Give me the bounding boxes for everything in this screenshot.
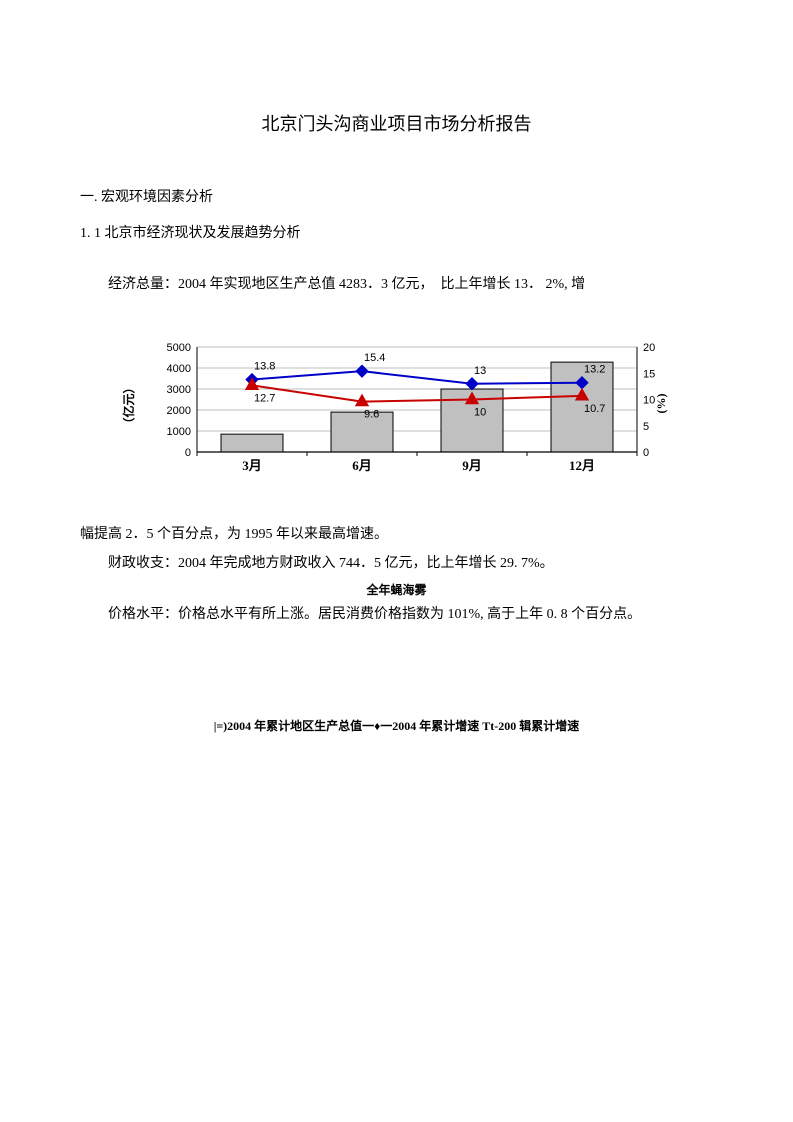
svg-text:5: 5 (643, 421, 649, 433)
svg-text:6月: 6月 (352, 458, 372, 473)
svg-text:3000: 3000 (166, 384, 190, 396)
subsection-heading-1-1: 1. 1 北京市经济现状及发展趋势分析 (80, 222, 713, 242)
small-inline-title: 全年蝇海雾 (80, 581, 713, 598)
gdp-chart: 0 1000 2000 3000 4000 5000 0 5 10 15 20 3月 6月 9月 12月 （亿… (117, 337, 677, 492)
paragraph-price-level: 价格水平：价格总水平有所上涨。居民消费价格指数为 101%, 高于上年 0. 8… (80, 602, 713, 627)
svg-text:10.7: 10.7 (584, 403, 605, 415)
svg-text:13.8: 13.8 (254, 361, 275, 373)
svg-text:15.4: 15.4 (364, 352, 385, 364)
svg-text:4000: 4000 (166, 363, 190, 375)
svg-text:15: 15 (643, 368, 655, 380)
svg-text:12.7: 12.7 (254, 393, 275, 405)
paragraph-fiscal: 财政收支：2004 年完成地方财政收入 744．5 亿元，比上年增长 29. 7… (80, 551, 713, 576)
document-title: 北京门头沟商业项目市场分析报告 (80, 110, 713, 136)
gdp-chart-svg: 0 1000 2000 3000 4000 5000 0 5 10 15 20 3月 6月 9月 12月 （亿… (117, 337, 677, 492)
section-heading-1: 一. 宏观环境因素分析 (80, 186, 713, 206)
svg-text:0: 0 (643, 447, 649, 459)
svg-text:1000: 1000 (166, 426, 190, 438)
paragraph-economy-total: 经济总量：2004 年实现地区生产总值 4283．3 亿元， 比上年增长 13．… (80, 272, 713, 297)
svg-text:9.6: 9.6 (364, 409, 379, 421)
svg-text:13: 13 (474, 365, 486, 377)
svg-text:5000: 5000 (166, 342, 190, 354)
svg-text:9月: 9月 (462, 458, 482, 473)
svg-text:13.2: 13.2 (584, 364, 605, 376)
paragraph-growth-rate: 幅提高 2．5 个百分点，为 1995 年以来最高增速。 (80, 522, 713, 547)
svg-text:10: 10 (474, 407, 486, 419)
svg-text:12月: 12月 (568, 458, 594, 473)
svg-text:0: 0 (184, 447, 190, 459)
svg-text:20: 20 (643, 342, 655, 354)
chart-legend-text: |=)2004 年累计地区生产总值一♦一2004 年累计增速 Tt-200 辑累… (80, 717, 713, 734)
svg-text:（亿元）: （亿元） (121, 382, 136, 430)
svg-text:2000: 2000 (166, 405, 190, 417)
svg-text:(%): (%) (654, 394, 668, 414)
svg-text:3月: 3月 (242, 458, 262, 473)
